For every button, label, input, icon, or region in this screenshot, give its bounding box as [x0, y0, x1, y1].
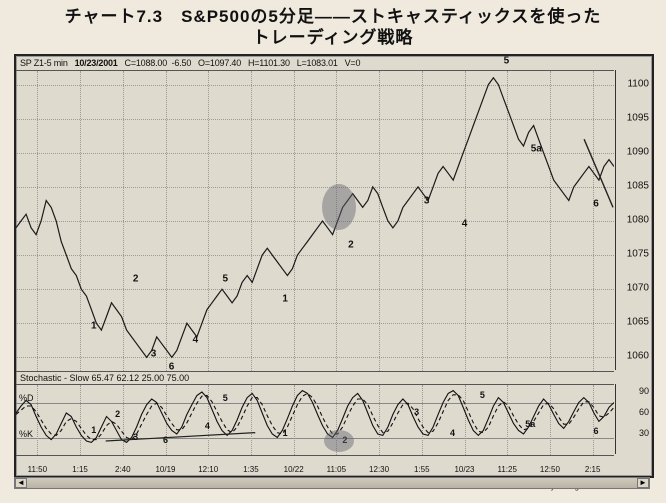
x-tick-label: 10/19	[155, 465, 175, 474]
stoch-highlight-ellipse	[324, 430, 354, 452]
price-highlight-ellipse	[322, 184, 356, 230]
stoch-wave-label: 3	[133, 432, 138, 442]
info-high: H=1101.30	[248, 58, 290, 68]
price-wave-label: 5	[504, 56, 510, 67]
title-line1: チャート7.3 S&P500の5分足――ストキャスティックスを使った	[65, 7, 602, 26]
stoch-ytick: 90	[639, 386, 649, 396]
x-tick-label: 10/23	[454, 465, 474, 474]
info-low: L=1083.01	[297, 58, 338, 68]
page-root: チャート7.3 S&P500の5分足――ストキャスティックスを使った トレーディ…	[0, 0, 666, 503]
price-ytick: 1095	[627, 112, 649, 123]
price-wave-label: 2	[348, 239, 354, 250]
x-tick-label: 1:55	[414, 465, 430, 474]
price-wave-label: 4	[462, 219, 468, 230]
stochastic-title: Stochastic - Slow 65.47 62.12 25.00 75.0…	[20, 373, 189, 383]
price-ytick: 1075	[627, 249, 649, 260]
stoch-wave-label: 4	[450, 428, 455, 438]
stoch-wave-label: 1	[283, 428, 288, 438]
info-symbol: SP Z1-5 min	[20, 58, 68, 68]
x-tick-label: 12:30	[369, 465, 389, 474]
horizontal-scrollbar[interactable]: ◄ ►	[14, 477, 650, 489]
price-ytick: 1065	[627, 317, 649, 328]
x-tick-label: 12:50	[540, 465, 560, 474]
info-close: C=1088.00	[125, 58, 168, 68]
x-tick-label: 12:10	[198, 465, 218, 474]
info-vol: V=0	[345, 58, 361, 68]
x-tick-label: 1:35	[243, 465, 259, 474]
info-change: -6.50	[172, 58, 192, 68]
price-wave-label: 6	[593, 198, 599, 209]
info-bar: SP Z1-5 min 10/23/2001 C=1088.00 -6.50 O…	[20, 58, 360, 68]
price-y-axis: 1060 1065 1070 1075 1080 1085 1090 1095 1100	[615, 70, 652, 370]
scroll-left-arrow[interactable]: ◄	[15, 478, 27, 488]
chart-title: チャート7.3 S&P500の5分足――ストキャスティックスを使った トレーディ…	[0, 6, 666, 49]
price-ytick: 1070	[627, 283, 649, 294]
price-chart-svg	[16, 71, 614, 371]
price-ytick: 1060	[627, 351, 649, 362]
x-tick-label: 11:05	[327, 465, 346, 474]
stoch-ytick: 60	[639, 407, 649, 417]
info-date: 10/23/2001	[75, 58, 118, 68]
x-tick-label: 11:25	[497, 465, 516, 474]
stoch-wave-label: 6	[594, 426, 599, 436]
price-ytick: 1100	[627, 78, 649, 89]
price-wave-label: 4	[193, 335, 199, 346]
price-ytick: 1080	[627, 215, 649, 226]
x-tick-label: 2:40	[115, 465, 131, 474]
title-line2: トレーディング戦略	[253, 28, 414, 47]
x-tick-label: 2:15	[585, 465, 601, 474]
price-wave-label: 5	[223, 274, 229, 285]
x-tick-label: 11:50	[28, 465, 47, 474]
price-wave-label: 5a	[531, 144, 542, 155]
time-x-axis: 11:50 1:15 2:40 10/19 12:10 1:35 10/22 11:05 12:…	[16, 460, 614, 474]
stoch-wave-label: 5	[480, 390, 485, 400]
chart-frame: SP Z1-5 min 10/23/2001 C=1088.00 -6.50 O…	[14, 54, 654, 478]
price-ytick: 1085	[627, 180, 649, 191]
price-wave-label: 6	[169, 362, 175, 373]
stoch-wave-label: 1	[91, 425, 96, 435]
stoch-wave-label: 5a	[525, 419, 535, 429]
stochastic-y-axis: 30 60 90	[615, 384, 652, 454]
k-label: %K	[19, 429, 33, 439]
price-wave-label: 2	[133, 274, 139, 285]
price-wave-label: 3	[151, 348, 157, 359]
price-wave-label: 1	[282, 294, 288, 305]
price-panel[interactable]: 123456123455a6	[16, 70, 614, 372]
price-wave-label: 1	[91, 321, 97, 332]
x-tick-label: 1:15	[72, 465, 88, 474]
price-ytick: 1090	[627, 146, 649, 157]
x-tick-label: 10/22	[284, 465, 304, 474]
stoch-wave-label: 6	[163, 435, 168, 445]
stoch-wave-label: 3	[414, 407, 419, 417]
info-open: O=1097.40	[198, 58, 241, 68]
scroll-right-arrow[interactable]: ►	[637, 478, 649, 488]
stoch-wave-label: 5	[223, 393, 228, 403]
d-label: %D	[19, 393, 34, 403]
stoch-ytick: 30	[639, 428, 649, 438]
stochastic-panel[interactable]: %D %K 132645123545a6	[16, 384, 614, 456]
stoch-wave-label: 4	[205, 421, 210, 431]
stoch-wave-label: 2	[115, 409, 120, 419]
price-wave-label: 3	[424, 195, 430, 206]
